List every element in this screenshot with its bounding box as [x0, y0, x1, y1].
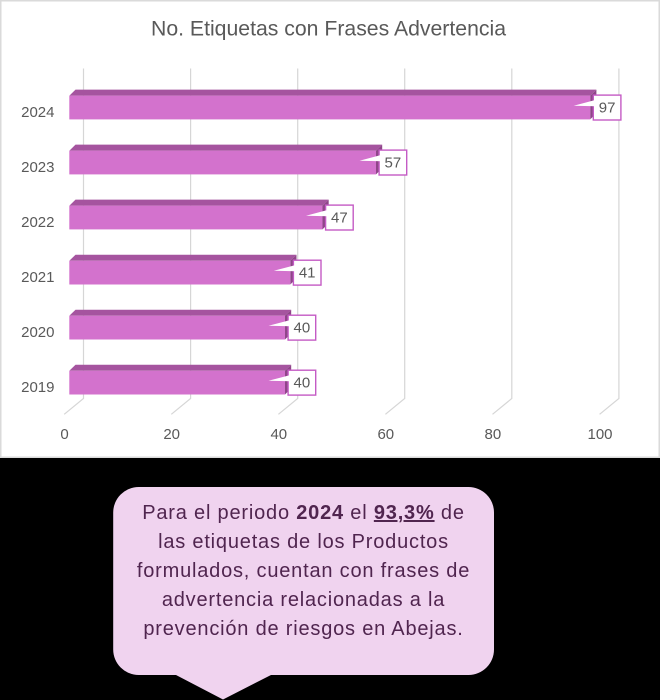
svg-text:20: 20 — [163, 426, 180, 443]
svg-text:57: 57 — [385, 155, 402, 172]
svg-text:97: 97 — [599, 100, 616, 117]
svg-text:40: 40 — [294, 375, 311, 392]
svg-text:2024: 2024 — [21, 104, 54, 121]
svg-text:2019: 2019 — [21, 379, 54, 396]
svg-text:47: 47 — [331, 210, 348, 227]
svg-text:2020: 2020 — [21, 324, 54, 341]
svg-text:60: 60 — [377, 426, 394, 443]
svg-text:2022: 2022 — [21, 214, 54, 231]
svg-text:2021: 2021 — [21, 269, 54, 286]
svg-text:40: 40 — [270, 426, 287, 443]
svg-text:No. Etiquetas con Frases Adver: No. Etiquetas con Frases Advertencia — [151, 18, 506, 41]
svg-text:2023: 2023 — [21, 159, 54, 176]
svg-text:41: 41 — [299, 265, 316, 282]
svg-text:40: 40 — [294, 320, 311, 337]
svg-text:0: 0 — [60, 426, 68, 443]
svg-text:100: 100 — [587, 426, 612, 443]
svg-text:80: 80 — [485, 426, 502, 443]
